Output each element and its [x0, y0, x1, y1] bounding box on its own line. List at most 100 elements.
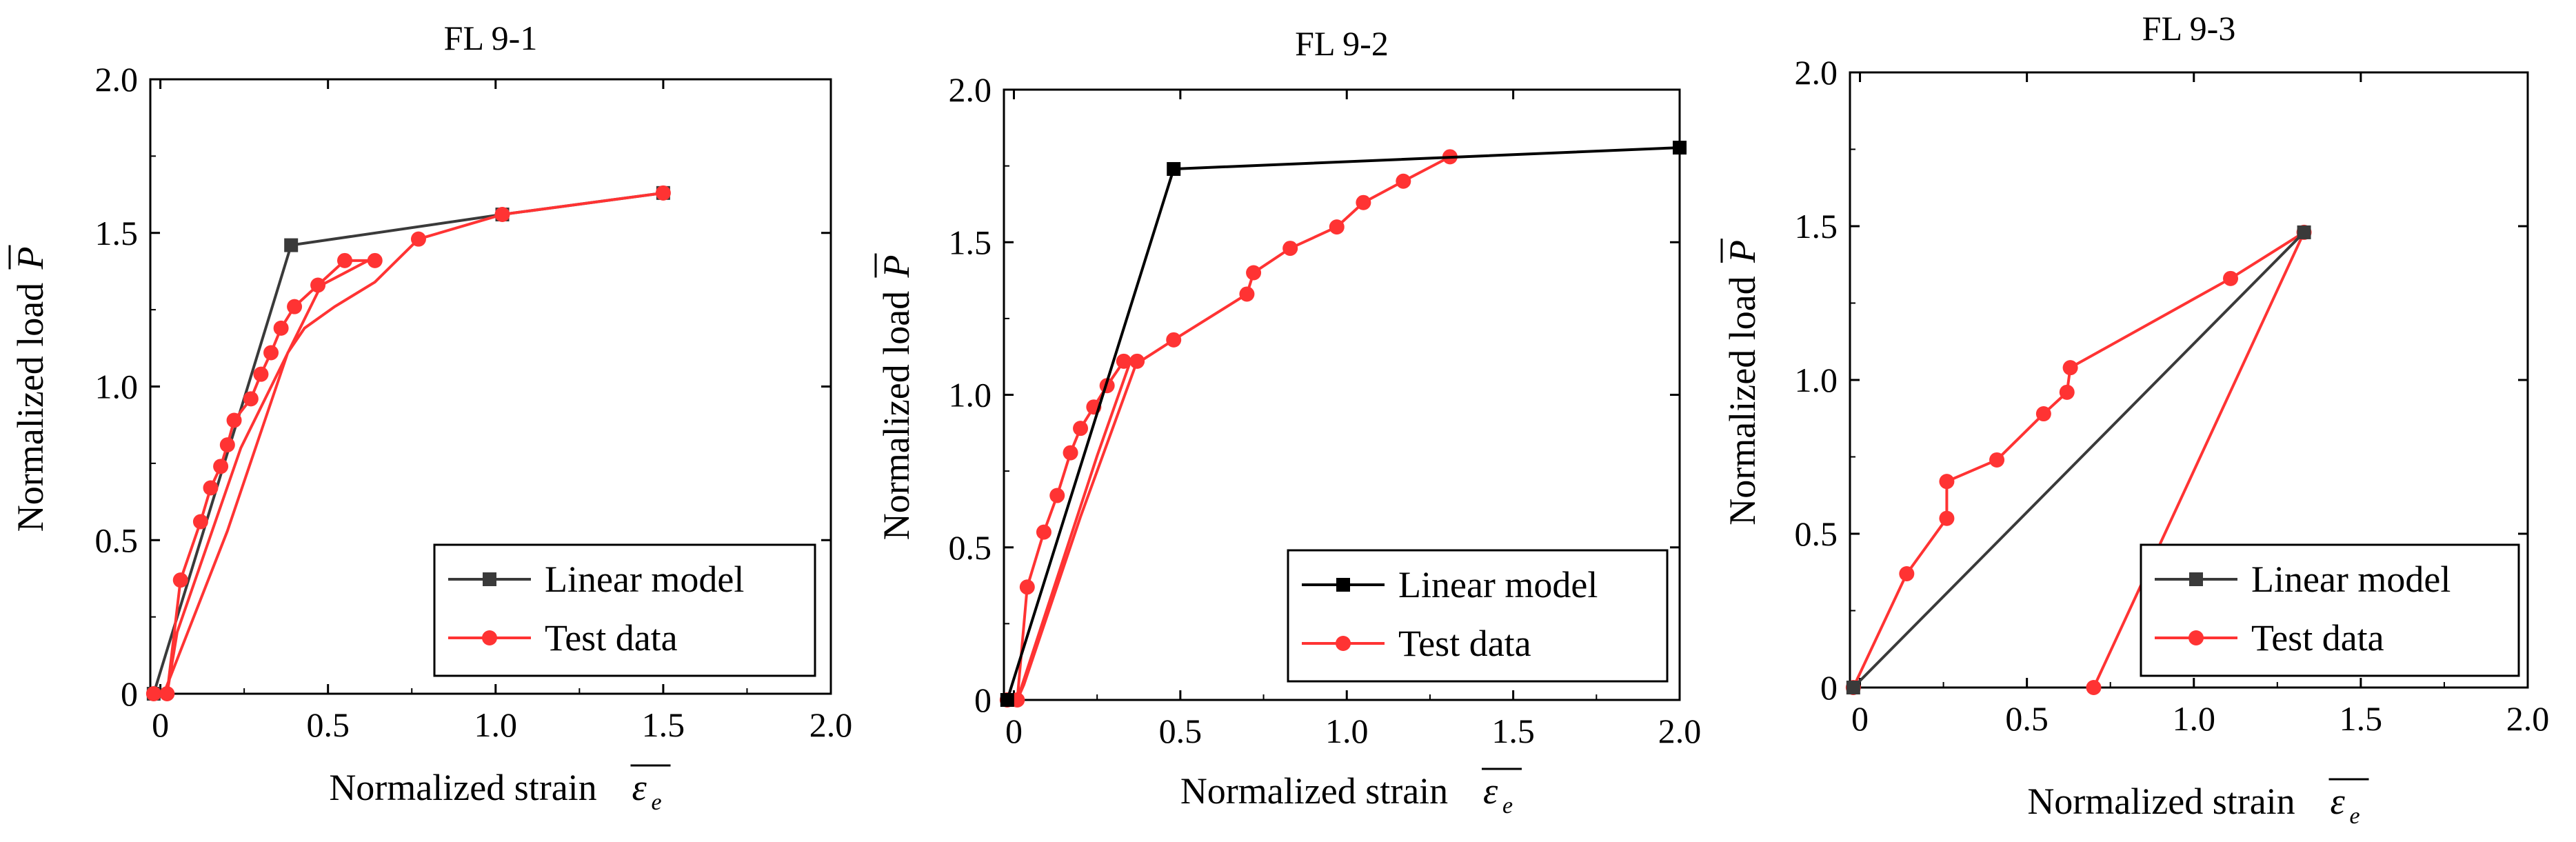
data-point-test-data	[219, 437, 235, 453]
data-point-test-data	[253, 366, 269, 382]
data-point-test-data	[1396, 173, 1411, 189]
data-point-test-data	[273, 320, 289, 336]
x-tick-label: 0	[1005, 712, 1023, 750]
y-tick-label: 1.0	[949, 376, 992, 414]
legend-marker-circle	[482, 630, 497, 645]
data-point-test-data	[145, 686, 161, 701]
legend-label: Linear model	[1398, 564, 1598, 605]
x-axis-symbol: ε	[632, 767, 647, 808]
legend-marker-square	[1336, 578, 1350, 592]
data-point-test-data	[2223, 270, 2239, 286]
chart-panel-1: FL 9-1 0 0.5 1.0 1.5 2.0 0 0.5 1.0 1.5 2.0 Normaliz…	[8, 19, 853, 815]
y-tick-label: 2.0	[1795, 53, 1838, 92]
data-point-test-data	[1356, 194, 1371, 210]
data-point-test-data	[367, 252, 383, 268]
legend-label: Test data	[1398, 623, 1531, 664]
legend-box	[2140, 543, 2520, 677]
x-tick-label: 2.0	[809, 705, 853, 744]
data-point-test-data	[2059, 384, 2075, 400]
data-point-test-data	[1899, 565, 1915, 581]
y-tick-label: 1.0	[1795, 361, 1838, 399]
chart-title: FL 9-1	[444, 19, 538, 57]
data-point-linear-model	[284, 238, 299, 252]
data-point-test-data	[1939, 510, 1955, 526]
legend-label: Test data	[545, 617, 678, 659]
legend: Linear model Test data	[1287, 549, 1669, 683]
data-point-test-data	[2062, 360, 2078, 376]
y-tick-label: 0	[121, 674, 138, 713]
legend-label: Linear model	[2251, 559, 2451, 600]
legend-box	[1287, 549, 1669, 683]
y-axis-label: Normalized load	[1722, 276, 1763, 525]
data-point-test-data	[1019, 579, 1035, 595]
y-tick-label: 0	[974, 681, 992, 719]
data-point-linear-model	[1673, 141, 1687, 155]
legend: Linear model Test data	[433, 543, 816, 677]
data-point-linear-model	[2297, 225, 2311, 239]
series-line-linear-model	[1852, 231, 2305, 688]
data-point-test-data	[1282, 241, 1298, 257]
x-tick-label: 2.0	[2506, 699, 2550, 738]
data-point-test-data	[1166, 332, 1182, 348]
y-tick-label: 0	[1820, 668, 1838, 707]
chart-title: FL 9-2	[1295, 24, 1389, 63]
data-point-test-data	[1063, 445, 1078, 461]
data-point-test-data	[263, 345, 279, 361]
data-point-linear-model	[1000, 693, 1014, 707]
data-point-test-data	[1989, 452, 2005, 468]
y-tick-label: 1.5	[949, 223, 992, 261]
x-tick-label: 1.0	[1325, 712, 1369, 750]
x-tick-label: 1.5	[2339, 699, 2383, 738]
y-tick-label: 2.0	[95, 60, 139, 99]
x-axis-label: Normalized strain	[329, 767, 596, 808]
legend-box	[433, 543, 816, 677]
legend-label: Test data	[2251, 617, 2384, 659]
x-axis-symbol-subscript: e	[652, 790, 662, 815]
legend-marker-square	[483, 572, 496, 586]
data-point-test-data	[1116, 353, 1131, 369]
x-tick-label: 2.0	[1658, 712, 1702, 750]
data-point-test-data	[1246, 265, 1262, 281]
x-tick-label: 0.5	[306, 705, 350, 744]
y-tick-label: 0.5	[1795, 514, 1838, 553]
chart-panel-2: FL 9-2 0 0.5 1.0 1.5 2.0 0 0.5 1.0 1.5 2.0 Normaliz…	[874, 24, 1702, 819]
data-point-test-data	[1049, 488, 1065, 503]
y-tick-label: 1.0	[95, 368, 139, 406]
data-point-test-data	[213, 459, 229, 474]
y-tick-label: 0.5	[95, 521, 139, 559]
y-tick-label: 1.5	[95, 214, 139, 252]
data-point-test-data	[655, 185, 671, 201]
data-point-test-data	[1939, 474, 1955, 490]
y-tick-label: 0.5	[949, 528, 992, 567]
y-tick-label: 2.0	[949, 70, 992, 109]
data-point-test-data	[203, 480, 219, 496]
data-point-linear-model	[1167, 162, 1181, 177]
data-point-test-data	[192, 514, 208, 530]
x-tick-label: 1.0	[2173, 699, 2216, 738]
data-point-test-data	[159, 686, 175, 701]
data-point-test-data	[2035, 406, 2051, 422]
y-axis-label-group: Normalized load P	[8, 245, 51, 532]
data-point-test-data	[243, 391, 259, 407]
data-point-linear-model	[1846, 681, 1860, 694]
x-tick-label: 1.5	[1491, 712, 1535, 750]
data-point-test-data	[287, 299, 303, 314]
y-axis-symbol: P	[1722, 240, 1763, 263]
y-axis-symbol: P	[10, 247, 51, 270]
x-tick-label: 1.5	[642, 705, 685, 744]
x-axis-label: Normalized strain	[1180, 770, 1448, 812]
legend-marker-square	[2189, 572, 2203, 586]
data-point-test-data	[310, 277, 326, 293]
y-axis-symbol: P	[876, 255, 917, 279]
chart-panel-3: FL 9-3 0 0.5 1.0 1.5 2.0 0 0.5 1.0 1.5 2.0 Normaliz…	[1720, 9, 2550, 829]
y-axis-label: Normalized load	[10, 283, 51, 532]
data-point-test-data	[1129, 353, 1145, 369]
chart-title: FL 9-3	[2142, 9, 2236, 48]
x-tick-label: 0.5	[2005, 699, 2049, 738]
x-tick-label: 0.5	[1159, 712, 1203, 750]
legend-marker-circle	[2188, 630, 2204, 645]
data-point-test-data	[410, 231, 426, 247]
data-point-test-data	[337, 252, 352, 268]
legend-marker-circle	[1336, 636, 1351, 651]
